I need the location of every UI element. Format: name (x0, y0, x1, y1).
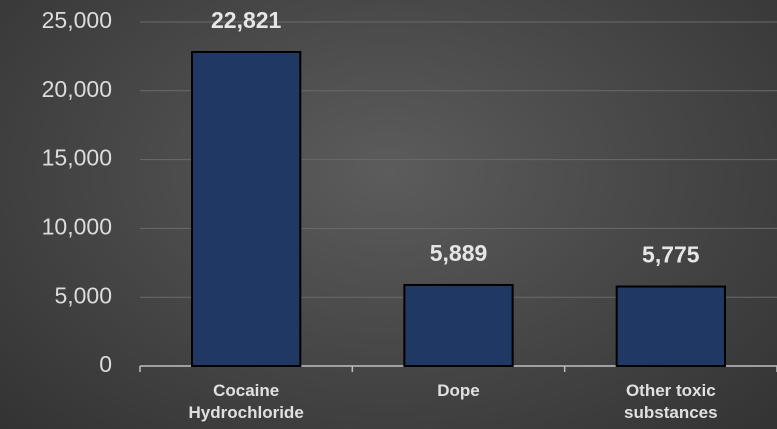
value-label: 22,821 (211, 7, 282, 33)
value-label: 5,775 (642, 242, 700, 268)
y-tick-label: 5,000 (54, 282, 112, 308)
value-label: 5,889 (430, 240, 488, 266)
y-tick-label: 15,000 (42, 145, 112, 171)
x-tick-label: Other toxic substances (624, 381, 718, 422)
bar (191, 50, 302, 368)
y-tick-label: 10,000 (42, 213, 112, 239)
bar (403, 283, 514, 367)
y-tick-label: 25,000 (42, 7, 112, 33)
bar (615, 285, 726, 368)
y-tick-label: 0 (99, 351, 112, 377)
x-tick-label: Dope (437, 381, 480, 400)
y-tick-label: 20,000 (42, 76, 112, 102)
x-tick-label: Cocaine Hydrochloride (188, 381, 304, 422)
